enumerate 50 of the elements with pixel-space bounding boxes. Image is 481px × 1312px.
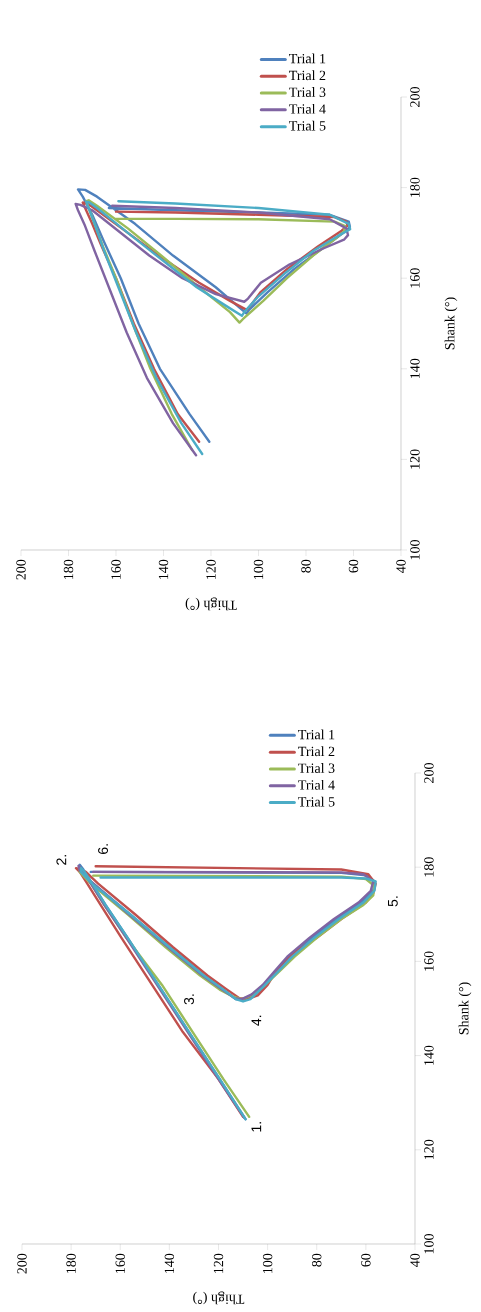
x-axis-title: Thigh (°) xyxy=(185,597,237,611)
x-tick-label: 140 xyxy=(158,559,169,579)
y-tick-label: 120 xyxy=(424,1139,434,1160)
y-tick-label: 160 xyxy=(410,268,420,288)
legend-label: Trial 3 xyxy=(298,763,335,773)
x-tick-label: 60 xyxy=(361,1253,371,1267)
y-axis-title: Shank (°) xyxy=(458,982,472,1035)
x-tick-label: 40 xyxy=(396,559,406,573)
x-tick-label: 80 xyxy=(301,559,311,573)
x-tick-label: 200 xyxy=(17,1253,27,1274)
annotation: 4. xyxy=(251,1015,262,1026)
y-tick-label: 200 xyxy=(410,87,420,107)
annotation: 1. xyxy=(251,1122,262,1132)
x-tick-label: 180 xyxy=(63,559,74,579)
legend-label: Trial 4 xyxy=(298,779,335,790)
legend-label: Trial 5 xyxy=(298,796,335,807)
annotation: 6. xyxy=(98,844,109,854)
x-tick-label: 120 xyxy=(213,1253,224,1273)
legend-label: Trial 3 xyxy=(289,87,326,97)
x-tick-label: 140 xyxy=(164,1253,175,1273)
annotation: 2. xyxy=(56,855,67,865)
x-tick-label: 60 xyxy=(348,559,359,573)
legend-label: Trial 2 xyxy=(298,746,335,757)
annotation: 3. xyxy=(184,994,194,1005)
x-tick-label: 100 xyxy=(253,559,264,579)
y-tick-label: 160 xyxy=(424,951,434,971)
y-tick-label: 120 xyxy=(410,449,420,469)
y-axis-title: Shank (°) xyxy=(444,297,458,350)
legend-label: Trial 2 xyxy=(289,70,326,81)
y-tick-label: 100 xyxy=(410,540,420,560)
y-tick-label: 180 xyxy=(424,857,434,877)
legend-label: Trial 1 xyxy=(298,729,335,740)
x-tick-label: 160 xyxy=(115,1253,125,1273)
x-tick-label: 180 xyxy=(66,1253,76,1273)
y-tick-label: 140 xyxy=(424,1045,434,1065)
legend-label: Trial 1 xyxy=(289,53,326,64)
x-tick-label: 160 xyxy=(111,559,121,579)
x-tick-label: 40 xyxy=(410,1253,420,1267)
y-tick-label: 100 xyxy=(424,1234,434,1254)
x-tick-label: 100 xyxy=(262,1253,273,1273)
x-tick-label: 80 xyxy=(312,1253,322,1267)
legend-label: Trial 4 xyxy=(289,103,326,114)
y-tick-label: 200 xyxy=(424,763,434,783)
y-tick-label: 180 xyxy=(410,177,420,197)
x-tick-label: 200 xyxy=(16,559,26,580)
x-tick-label: 120 xyxy=(206,559,216,579)
y-tick-label: 140 xyxy=(410,358,420,379)
legend-label: Trial 5 xyxy=(289,120,326,131)
annotation: 5. xyxy=(388,896,398,907)
x-axis-title: Thigh (°) xyxy=(193,1291,245,1305)
